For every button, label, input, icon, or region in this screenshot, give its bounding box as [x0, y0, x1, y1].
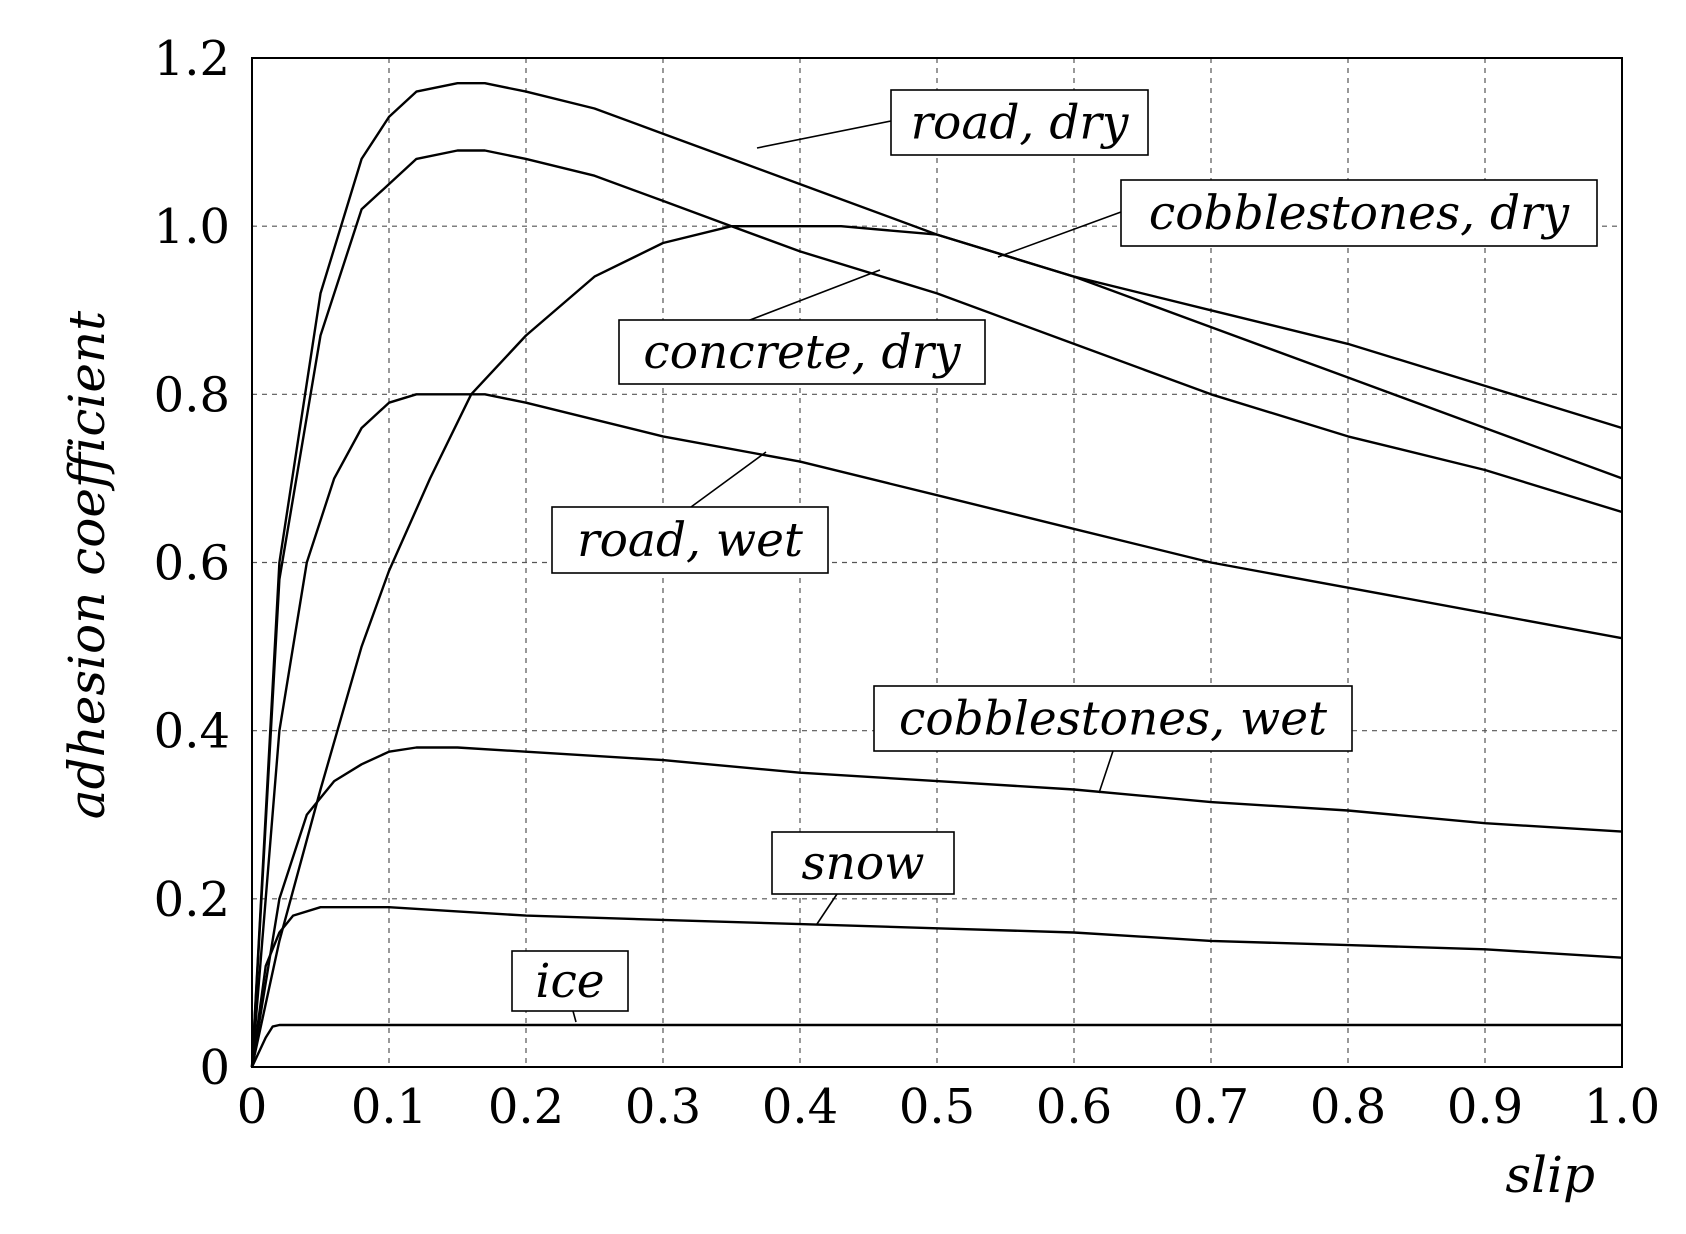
x-tick-label: 0.7: [1173, 1079, 1249, 1135]
x-tick-label: 0.2: [488, 1079, 564, 1135]
leader-line-ice: [572, 1010, 577, 1023]
series-label-text-road-wet: road, wet: [577, 513, 803, 568]
series-label-text-cobblestones-dry: cobblestones, dry: [1149, 186, 1571, 241]
label-box-cobblestones-wet: [873, 685, 1353, 752]
label-box-snow: [771, 831, 955, 895]
x-tick-label: 0.5: [899, 1079, 975, 1135]
x-tick-label: 0.4: [762, 1079, 838, 1135]
series-label-concrete-dry: concrete, dry: [618, 319, 986, 385]
series-label-road-dry: road, dry: [890, 89, 1149, 156]
series-line-snow: [250, 906, 1623, 1068]
series-line-road-dry: [250, 82, 1623, 1068]
label-box-ice: [511, 950, 629, 1012]
series-line-road-wet: [250, 393, 1623, 1068]
series-labels: road, dry cobblestones, dry concrete, dry r…: [511, 89, 1598, 1012]
series-label-cobblestones-wet: cobblestones, wet: [873, 685, 1353, 752]
y-tick-label: 1.0: [154, 199, 230, 255]
series-label-cobblestones-dry: cobblestones, dry: [1120, 179, 1598, 247]
label-box-cobblestones-dry: [1120, 179, 1598, 247]
series-label-ice: ice: [511, 950, 629, 1012]
series-label-text-concrete-dry: concrete, dry: [643, 325, 962, 380]
leader-line-cobblestones-wet: [1098, 750, 1114, 794]
x-axis-title: slip: [1505, 1146, 1595, 1204]
y-tick-label: 1.2: [154, 31, 230, 87]
y-axis-title: adhesion coefficient: [58, 310, 116, 819]
x-tick-label: 0.3: [625, 1079, 701, 1135]
series-line-concrete-dry: [250, 225, 1623, 1068]
leader-line-snow: [816, 893, 838, 925]
leader-line-road-dry: [756, 120, 892, 149]
x-tick-label: 0.8: [1310, 1079, 1386, 1135]
y-tick-label: 0.6: [154, 536, 230, 592]
leader-line-road-wet: [690, 451, 767, 508]
label-box-concrete-dry: [618, 319, 986, 385]
series-label-snow: snow: [771, 831, 955, 895]
series-label-road-wet: road, wet: [551, 506, 829, 574]
y-tick-label: 0.2: [154, 872, 230, 928]
x-tick-label: 1.0: [1584, 1079, 1660, 1135]
leader-line-cobblestones-dry: [997, 211, 1122, 258]
y-tick-label: 0.8: [154, 367, 230, 423]
x-tick-label: 0: [237, 1079, 268, 1135]
series-label-text-cobblestones-wet: cobblestones, wet: [899, 692, 1327, 747]
series-lines: [250, 82, 1623, 1068]
y-tick-label: 0: [199, 1040, 230, 1096]
series-label-text-snow: snow: [802, 836, 925, 891]
series-label-text-ice: ice: [535, 954, 604, 1009]
series-line-cobblestones-wet: [250, 746, 1623, 1068]
series-line-cobblestones-dry: [250, 149, 1623, 1068]
series-line-ice: [250, 1023, 1622, 1068]
y-tick-label: 0.4: [154, 704, 230, 760]
label-box-road-dry: [890, 89, 1149, 156]
tick-labels: 0 0.1 0.2 0.3 0.4 0.5 0.6 0.7 0.8 0.9 1.0 0 0.2 0.4 0.…: [154, 31, 1661, 1135]
label-box-road-wet: [551, 506, 829, 574]
x-tick-label: 0.9: [1447, 1079, 1523, 1135]
x-tick-label: 0.6: [1036, 1079, 1112, 1135]
series-label-text-road-dry: road, dry: [911, 96, 1130, 151]
plot-frame: [251, 57, 1623, 1068]
x-tick-label: 0.1: [351, 1079, 427, 1135]
